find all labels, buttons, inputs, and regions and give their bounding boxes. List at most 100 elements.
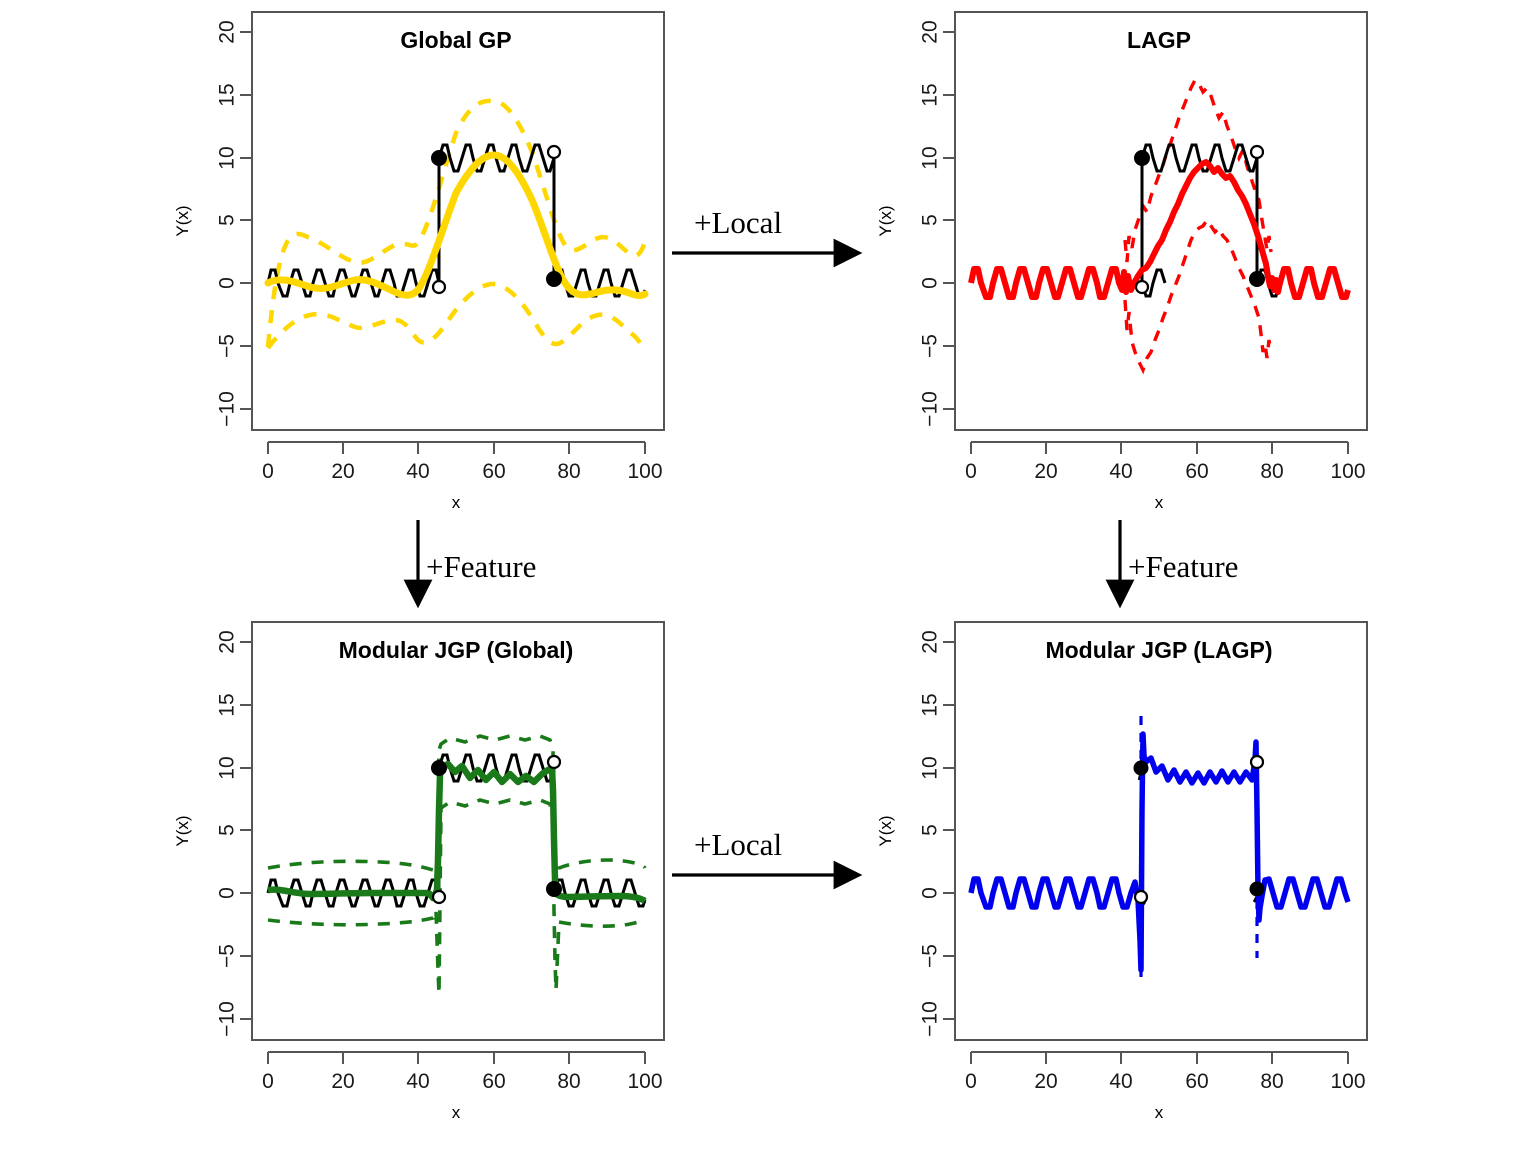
upper-band-global-gp: [265, 98, 648, 348]
lower-band-lagp: [1123, 216, 1273, 375]
svg-text:−10: −10: [919, 391, 942, 427]
y-tick-labels-global-gp: 20 15 10 5 0 −5 −10: [216, 20, 239, 426]
svg-text:10: 10: [216, 756, 239, 779]
svg-text:80: 80: [557, 460, 580, 483]
arrow-label-right-feature: +Feature: [1128, 549, 1239, 584]
x-axis-label-lagp: x: [1155, 493, 1164, 510]
svg-text:80: 80: [1260, 1070, 1283, 1093]
x-axis-modular-jgp-global: [267, 1051, 646, 1064]
x-axis-label-modular-jgp-global: x: [452, 1103, 461, 1120]
data-point-filled: [1134, 150, 1150, 166]
svg-text:5: 5: [919, 214, 942, 226]
y-tick-labels-modular-jgp-global: 20 15 10 5 0 −5 −10: [216, 630, 239, 1036]
x-tick-labels-modular-jgp-lagp: 0 20 40 60 80 100: [965, 1070, 1365, 1093]
data-point-open: [1249, 754, 1265, 770]
svg-text:0: 0: [262, 460, 274, 483]
panel-global-gp-svg: 20 15 10 5 0 −5 −10 0 20 40: [173, 11, 665, 510]
data-point-filled: [431, 760, 447, 776]
svg-text:40: 40: [406, 460, 429, 483]
svg-text:−5: −5: [216, 334, 239, 358]
mean-curve-global-gp: [264, 151, 649, 300]
data-point-filled: [1249, 271, 1265, 287]
svg-text:5: 5: [216, 824, 239, 836]
svg-text:0: 0: [965, 1070, 977, 1093]
svg-text:10: 10: [216, 146, 239, 169]
data-point-open: [1134, 279, 1150, 295]
data-point-open: [546, 754, 562, 770]
svg-text:15: 15: [216, 83, 239, 106]
svg-text:−5: −5: [919, 944, 942, 968]
data-point-filled: [546, 271, 562, 287]
svg-text:0: 0: [216, 887, 239, 899]
svg-text:100: 100: [1330, 460, 1365, 483]
arrow-label-left-feature: +Feature: [426, 549, 537, 584]
arrow-label-bottom-local: +Local: [694, 827, 783, 862]
svg-text:60: 60: [1185, 1070, 1208, 1093]
data-point-open: [431, 889, 447, 905]
panel-title-lagp: LAGP: [1127, 27, 1191, 53]
data-point-filled: [1133, 760, 1149, 776]
svg-text:40: 40: [1109, 460, 1132, 483]
mean-curve-modular-jgp-lagp: [968, 731, 1351, 973]
lower-band-modular-jgp-global: [267, 798, 647, 995]
y-axis-label-lagp: Y(x): [876, 205, 895, 236]
panel-modular-jgp-global-svg: 20 15 10 5 0 −5 −10 0 20 40 6: [173, 621, 665, 1120]
data-point-open: [546, 144, 562, 160]
panel-title-modular-jgp-lagp: Modular JGP (LAGP): [1045, 637, 1272, 663]
svg-text:20: 20: [216, 20, 239, 43]
x-axis-label-global-gp: x: [452, 493, 461, 510]
panel-title-global-gp: Global GP: [400, 27, 511, 53]
x-tick-labels-global-gp: 0 20 40 60 80 100: [262, 460, 662, 483]
x-axis-modular-jgp-lagp: [970, 1051, 1349, 1064]
svg-text:20: 20: [216, 630, 239, 653]
x-tick-labels-modular-jgp-global: 0 20 40 60 80 100: [262, 1070, 662, 1093]
svg-text:20: 20: [919, 630, 942, 653]
arrow-bottom-local: [672, 860, 863, 890]
data-point-filled: [546, 881, 562, 897]
plot-frame-modular-jgp-global: [251, 621, 665, 1041]
plot-frame-global-gp: [251, 11, 665, 431]
svg-text:40: 40: [406, 1070, 429, 1093]
y-tick-labels-lagp: 20 15 10 5 0 −5 −10: [919, 20, 942, 426]
y-axis-label-modular-jgp-lagp: Y(x): [876, 815, 895, 846]
svg-text:5: 5: [919, 824, 942, 836]
x-axis-label-modular-jgp-lagp: x: [1155, 1103, 1164, 1120]
svg-text:−5: −5: [216, 944, 239, 968]
svg-text:0: 0: [919, 887, 942, 899]
svg-text:−10: −10: [216, 391, 239, 427]
svg-text:80: 80: [557, 1070, 580, 1093]
upper-band-modular-jgp-global: [267, 734, 647, 881]
panel-modular-jgp-global: 20 15 10 5 0 −5 −10 0 20 40 6: [150, 610, 680, 1120]
y-axis-lagp: [943, 31, 955, 410]
plot-frame-modular-jgp-lagp: [954, 621, 1368, 1041]
svg-text:−10: −10: [216, 1001, 239, 1037]
svg-text:20: 20: [331, 460, 354, 483]
svg-text:0: 0: [965, 460, 977, 483]
arrow-right-feature: [1105, 520, 1135, 609]
svg-text:100: 100: [627, 460, 662, 483]
svg-text:20: 20: [1034, 460, 1057, 483]
data-point-open: [1249, 144, 1265, 160]
svg-text:80: 80: [1260, 460, 1283, 483]
panel-modular-jgp-lagp: 20 15 10 5 0 −5 −10 0 20 40 6: [853, 610, 1383, 1120]
svg-text:100: 100: [627, 1070, 662, 1093]
panel-global-gp: 20 15 10 5 0 −5 −10 0 20 40: [150, 0, 680, 510]
svg-text:0: 0: [216, 277, 239, 289]
x-tick-labels-lagp: 0 20 40 60 80 100: [965, 460, 1365, 483]
arrow-label-top-local: +Local: [694, 205, 783, 240]
panel-title-modular-jgp-global: Modular JGP (Global): [339, 637, 574, 663]
arrow-left-feature: [403, 520, 433, 609]
panel-lagp: 20 15 10 5 0 −5 −10 0 20 40 6: [853, 0, 1383, 510]
y-axis-label-modular-jgp-global: Y(x): [173, 815, 192, 846]
svg-text:15: 15: [919, 83, 942, 106]
panel-lagp-svg: 20 15 10 5 0 −5 −10 0 20 40 6: [876, 11, 1368, 510]
svg-text:10: 10: [919, 146, 942, 169]
mean-curve-modular-jgp-global: [267, 760, 647, 904]
data-point-open: [1133, 889, 1149, 905]
svg-text:−5: −5: [919, 334, 942, 358]
y-axis-global-gp: [240, 31, 252, 410]
upper-band-lagp: [1123, 77, 1273, 263]
svg-text:60: 60: [1185, 460, 1208, 483]
svg-text:60: 60: [482, 1070, 505, 1093]
